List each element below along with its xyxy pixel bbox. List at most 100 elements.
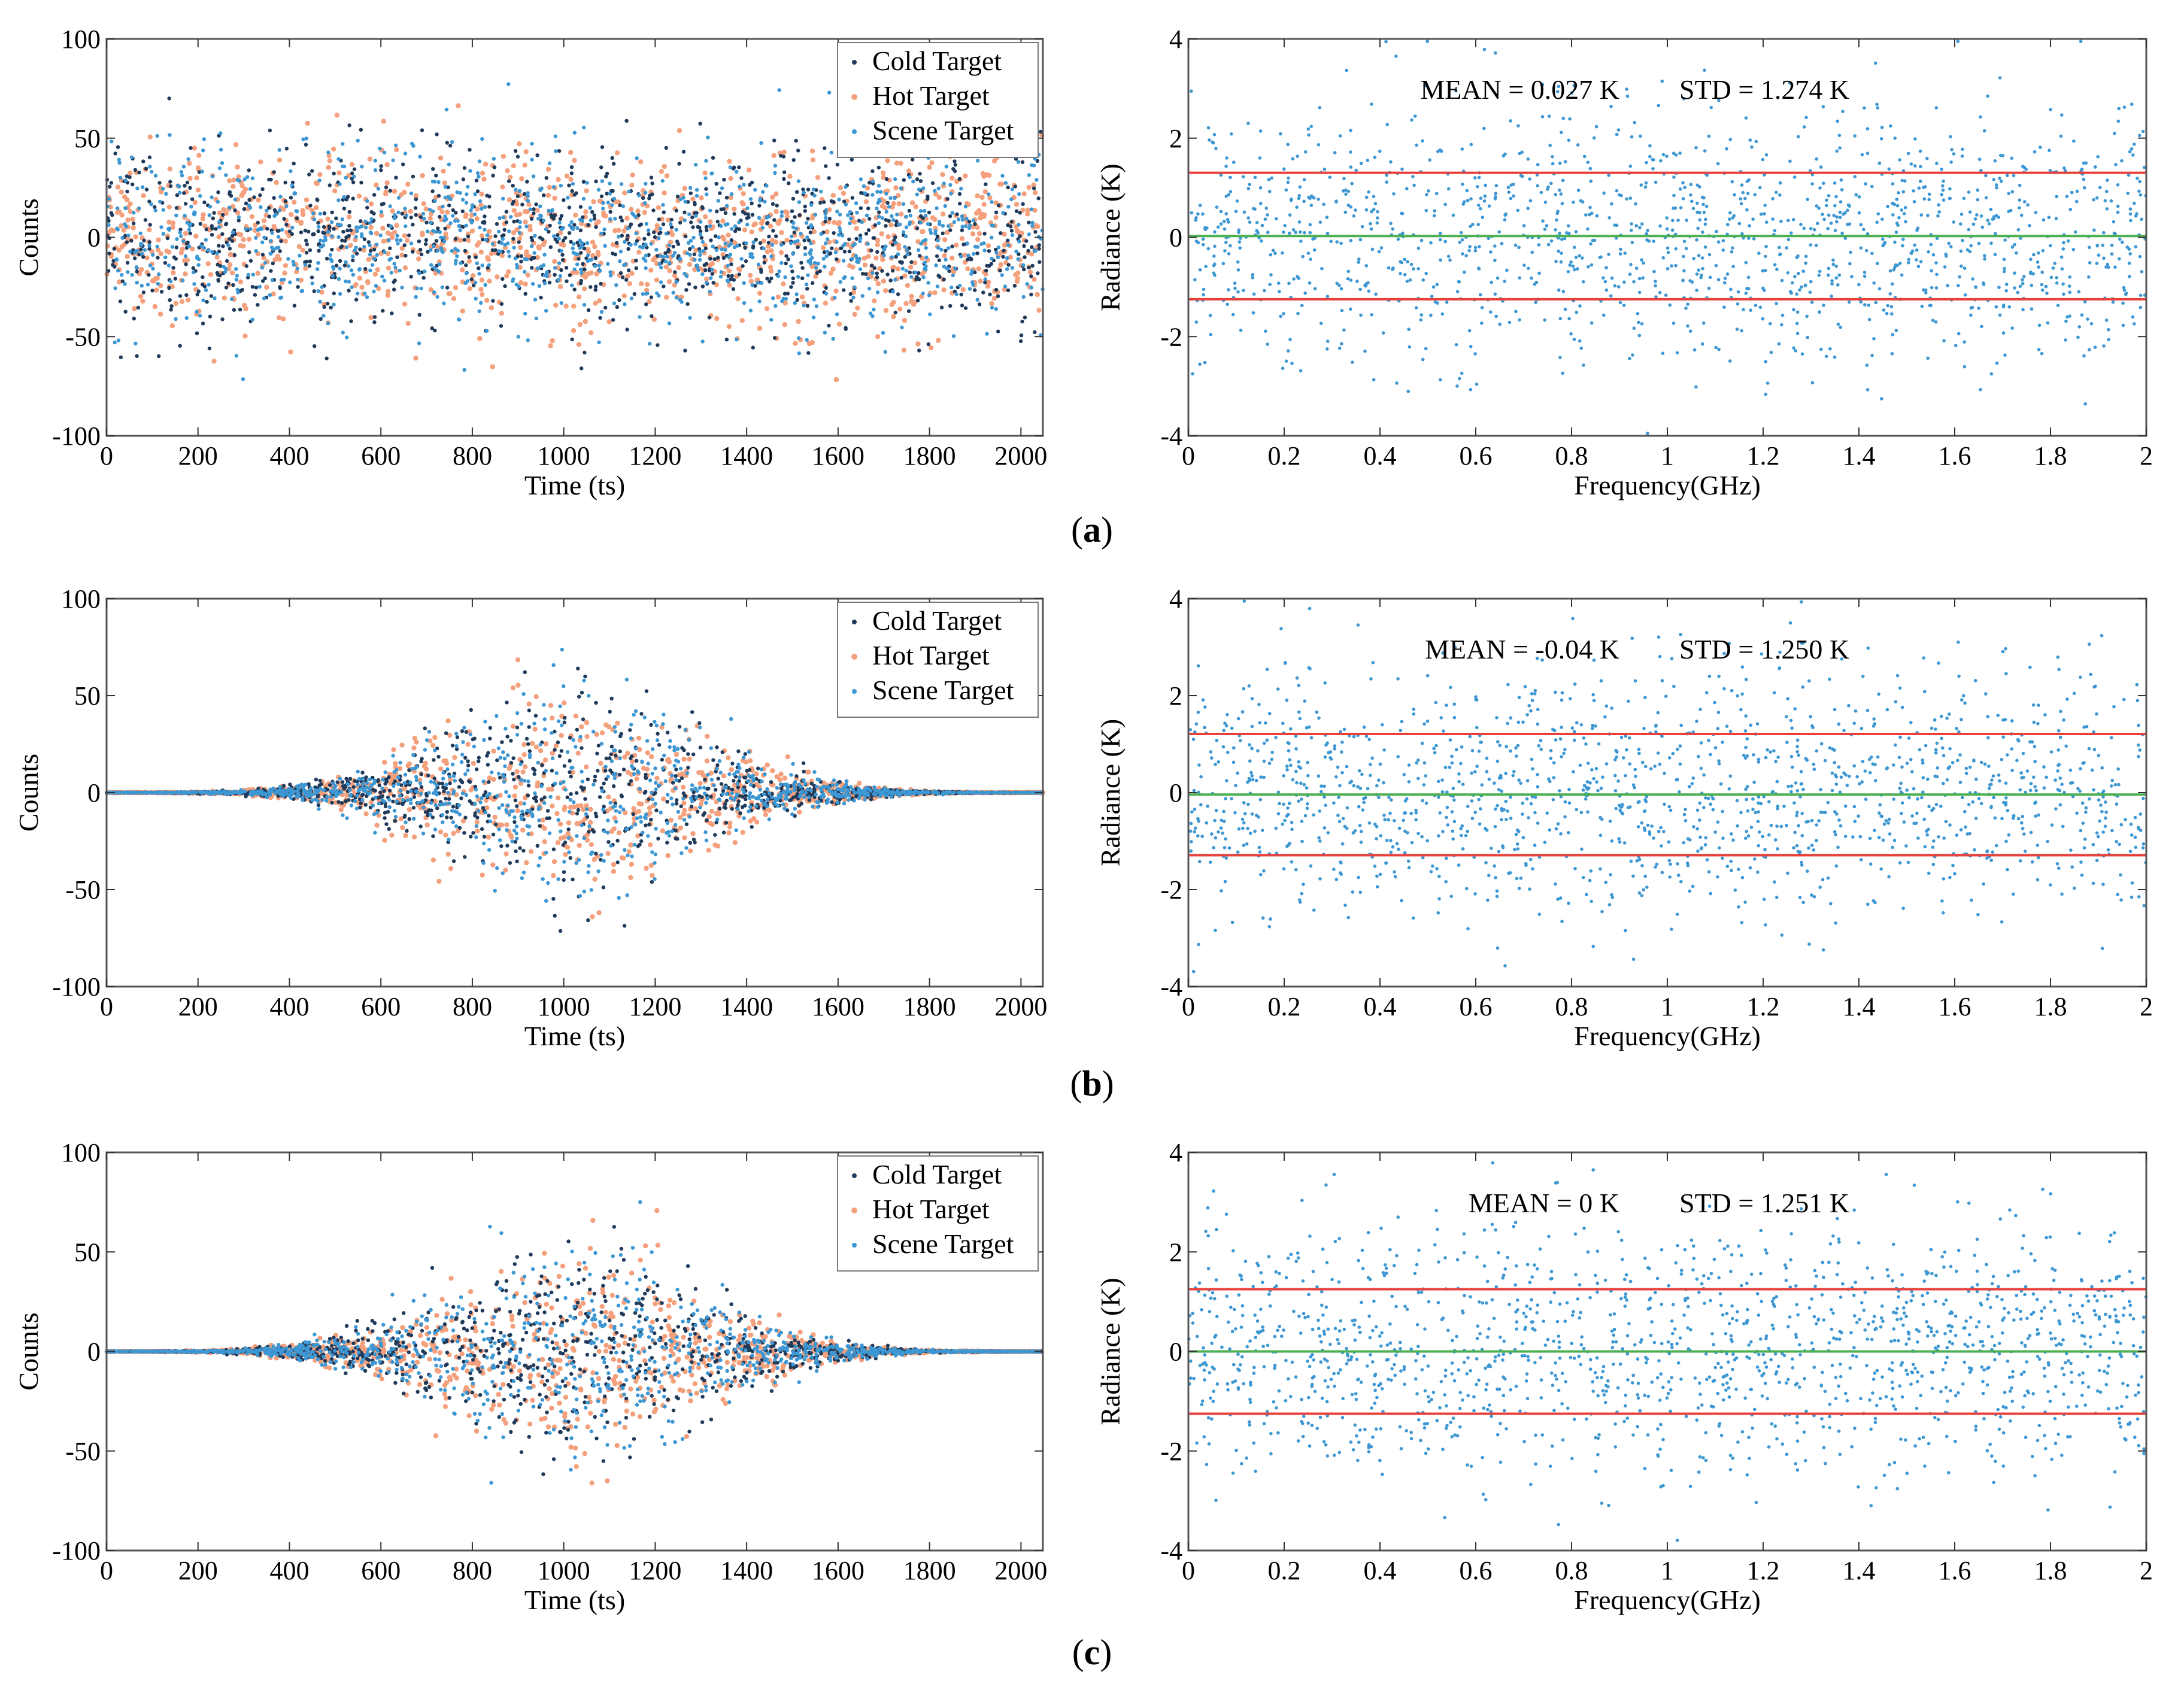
data-point <box>557 149 562 153</box>
data-point <box>684 274 689 278</box>
data-point <box>235 164 240 170</box>
data-point <box>745 222 750 227</box>
data-point <box>553 134 557 138</box>
data-point <box>948 214 953 219</box>
data-point <box>1977 157 1982 161</box>
data-point <box>1881 237 1885 241</box>
data-point <box>2116 210 2120 214</box>
data-point <box>443 195 447 200</box>
data-point <box>731 287 736 291</box>
data-point <box>782 170 787 174</box>
data-point <box>979 195 985 200</box>
data-point <box>1637 290 1642 295</box>
data-point <box>187 175 193 181</box>
data-point <box>866 271 872 277</box>
data-point <box>1416 267 1420 271</box>
data-point <box>1563 160 1567 164</box>
data-point <box>1748 224 1751 228</box>
data-point <box>284 147 289 151</box>
data-point <box>774 234 778 238</box>
data-point <box>1644 181 1648 185</box>
data-point <box>690 215 694 220</box>
data-point <box>157 181 162 185</box>
data-point <box>782 292 787 296</box>
data-point <box>2067 284 2071 288</box>
y-tick-label: 100 <box>61 25 101 54</box>
data-point <box>304 250 309 255</box>
data-point <box>1892 268 1895 272</box>
data-point <box>1686 324 1689 328</box>
data-point <box>436 180 441 184</box>
data-point <box>279 278 284 282</box>
data-point <box>831 336 835 341</box>
data-point <box>1322 168 1327 171</box>
data-point <box>797 351 802 356</box>
data-point <box>1443 239 1447 244</box>
data-point <box>654 223 660 229</box>
data-point <box>474 207 480 212</box>
data-point <box>700 272 705 277</box>
data-point <box>432 290 436 295</box>
data-point <box>252 195 256 199</box>
data-point <box>459 261 463 265</box>
data-point <box>1838 216 1842 220</box>
data-point <box>791 276 796 281</box>
data-point <box>448 221 453 225</box>
data-point <box>382 278 387 283</box>
data-point <box>688 315 692 320</box>
data-point <box>341 330 345 335</box>
data-point <box>541 219 546 223</box>
data-point <box>271 291 276 297</box>
data-point <box>2065 315 2069 319</box>
data-point <box>429 220 433 225</box>
data-point <box>782 301 788 306</box>
data-point <box>764 306 770 311</box>
data-point <box>1576 143 1580 147</box>
plot-frame <box>1187 38 2147 437</box>
data-point <box>144 187 149 192</box>
data-point <box>178 294 183 298</box>
data-point <box>291 259 295 264</box>
data-point <box>430 326 434 330</box>
data-point <box>1381 331 1385 335</box>
data-point <box>551 185 556 189</box>
data-point <box>512 245 516 250</box>
data-point <box>748 183 752 187</box>
data-point <box>667 268 672 274</box>
data-point <box>603 244 607 248</box>
data-point <box>785 217 789 222</box>
data-point <box>644 302 648 307</box>
data-point <box>2065 195 2069 199</box>
data-point <box>1607 173 1610 177</box>
data-point <box>1739 202 1743 206</box>
data-point <box>189 146 193 150</box>
data-point <box>244 264 248 268</box>
data-point <box>2010 245 2015 249</box>
data-point <box>920 271 925 277</box>
data-point <box>899 211 904 217</box>
data-point <box>872 236 876 240</box>
data-point <box>1628 164 1633 168</box>
data-point <box>624 216 630 221</box>
data-point <box>1810 182 1814 186</box>
data-point <box>201 321 205 326</box>
data-point <box>947 224 951 228</box>
data-point <box>389 271 393 275</box>
data-point <box>724 338 729 342</box>
data-point <box>934 263 938 268</box>
data-point <box>737 165 741 169</box>
data-point <box>519 259 523 263</box>
data-point <box>300 247 305 253</box>
data-point <box>499 241 504 245</box>
data-point <box>438 214 442 219</box>
data-point <box>120 273 124 277</box>
data-point <box>272 257 278 263</box>
data-point <box>1408 345 1412 349</box>
data-point <box>561 226 565 230</box>
data-point <box>227 178 232 184</box>
data-point <box>1891 213 1895 217</box>
data-point <box>957 283 962 288</box>
data-point <box>985 263 989 268</box>
data-point <box>1291 157 1295 161</box>
data-point <box>242 186 248 192</box>
